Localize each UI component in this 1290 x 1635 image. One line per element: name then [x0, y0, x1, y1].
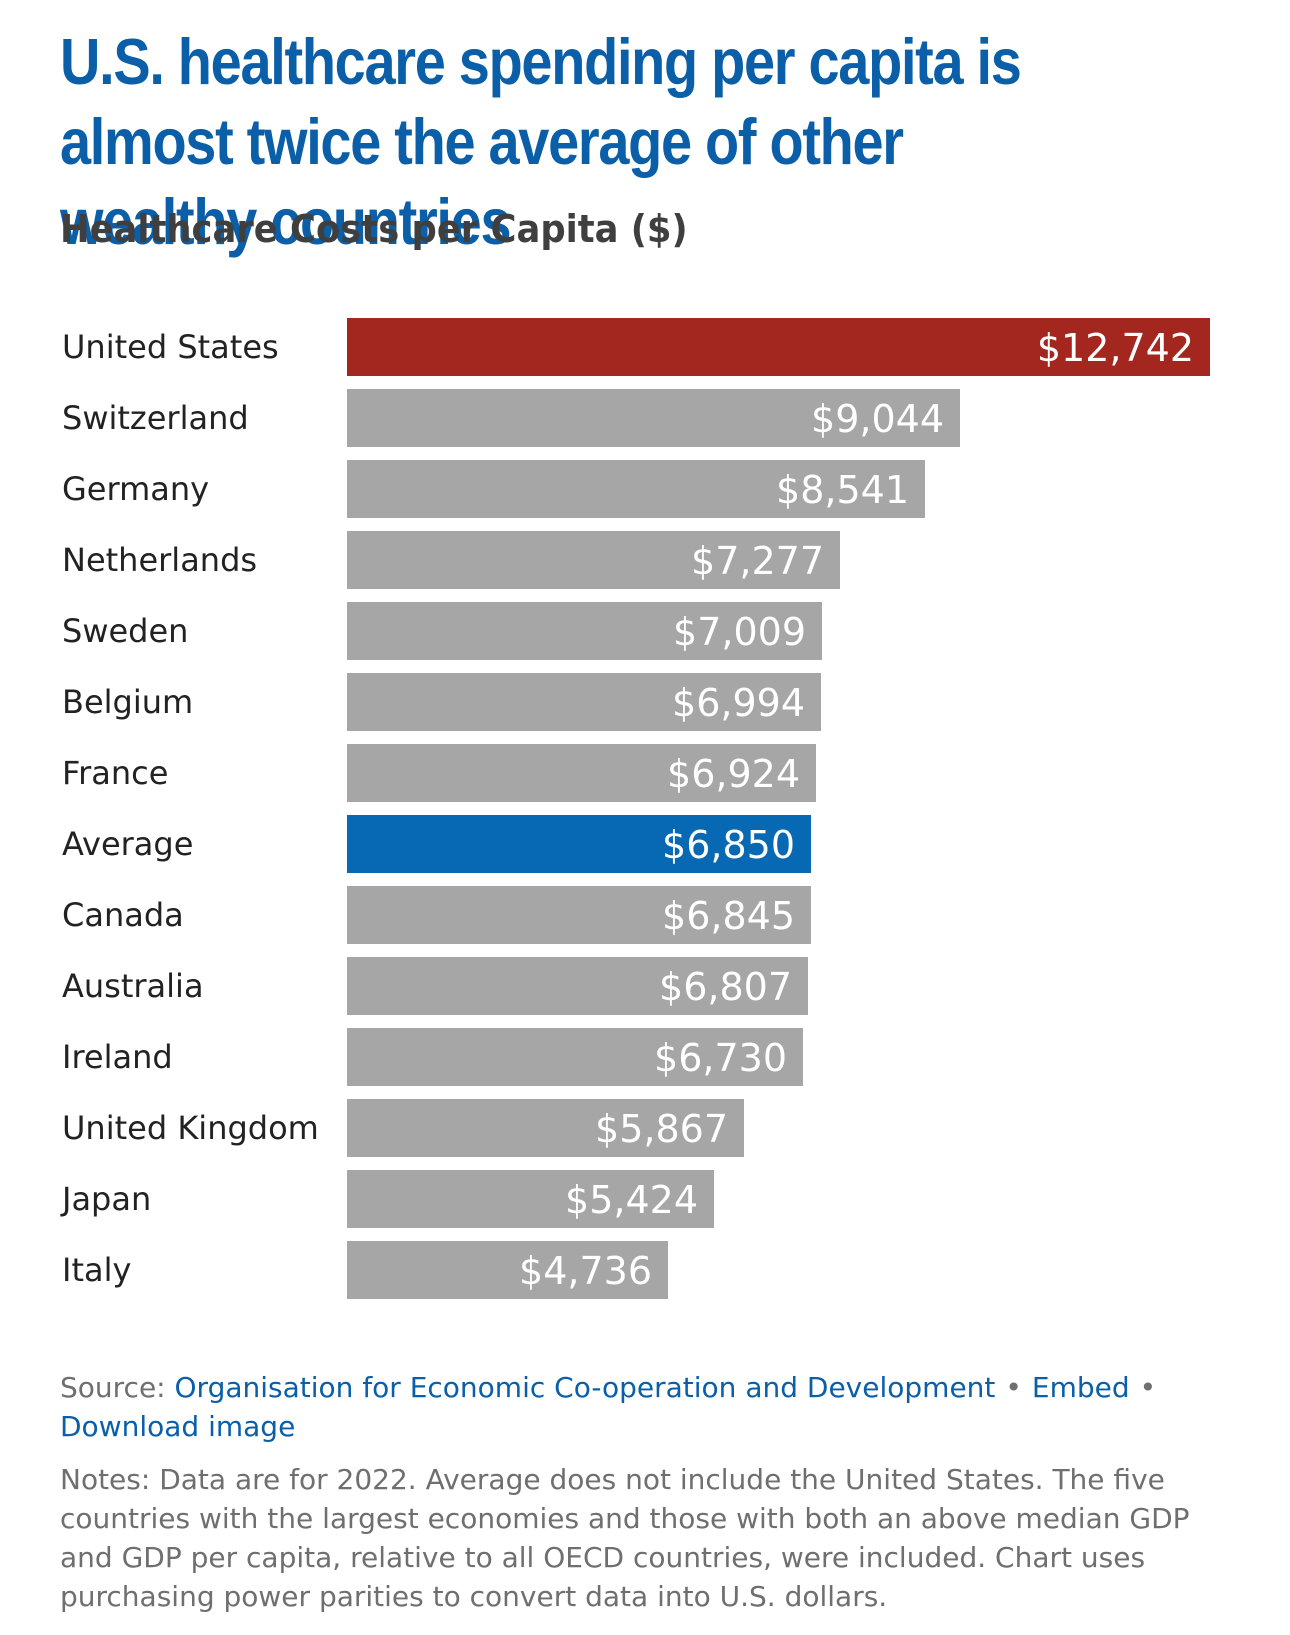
bar: $6,850: [347, 815, 811, 873]
bar-value-label: $6,850: [662, 823, 795, 867]
bar-value-label: $7,009: [673, 610, 806, 654]
bar-value-label: $5,867: [595, 1107, 728, 1151]
embed-link[interactable]: Embed: [1031, 1371, 1130, 1404]
bar: $6,994: [347, 673, 821, 731]
separator-bullet: •: [1139, 1371, 1157, 1404]
source-line: Source: Organisation for Economic Co-ope…: [60, 1368, 1240, 1446]
bar: $5,867: [347, 1099, 744, 1157]
bar-value-label: $9,044: [811, 397, 944, 441]
bar: $6,807: [347, 957, 808, 1015]
category-label: Belgium: [62, 683, 194, 721]
category-label: Average: [62, 825, 194, 863]
bar: $5,424: [347, 1170, 714, 1228]
bar-value-label: $4,736: [519, 1249, 652, 1293]
category-label: Sweden: [62, 612, 189, 650]
category-label: United States: [62, 328, 279, 366]
category-label: Ireland: [62, 1038, 173, 1076]
chart-headline: U.S. healthcare spending per capita is a…: [60, 25, 1022, 258]
bar-value-label: $6,730: [654, 1036, 787, 1080]
chart-notes: Notes: Data are for 2022. Average does n…: [60, 1463, 1190, 1613]
bar: $12,742: [347, 318, 1210, 376]
bar: $7,009: [347, 602, 822, 660]
category-label: Japan: [62, 1180, 152, 1218]
bar-value-label: $5,424: [565, 1178, 698, 1222]
bar-value-label: $12,742: [1036, 326, 1194, 370]
bar-value-label: $8,541: [776, 468, 909, 512]
bar-value-label: $6,924: [667, 752, 800, 796]
category-label: Canada: [62, 896, 184, 934]
source-link[interactable]: Organisation for Economic Co-operation a…: [174, 1371, 996, 1404]
category-label: France: [62, 754, 169, 792]
chart-title: Healthcare Costs per Capita ($): [60, 207, 688, 251]
download-image-link[interactable]: Download image: [60, 1410, 296, 1443]
bar: $4,736: [347, 1241, 668, 1299]
chart-footer: Source: Organisation for Economic Co-ope…: [60, 1368, 1240, 1616]
bar: $6,924: [347, 744, 816, 802]
category-label: Australia: [62, 967, 204, 1005]
category-label: United Kingdom: [62, 1109, 319, 1147]
category-label: Italy: [62, 1251, 132, 1289]
bar-chart: United States $12,742 Switzerland $9,044 Ger…: [62, 318, 1210, 1299]
bar-value-label: $6,994: [672, 681, 805, 725]
bar: $8,541: [347, 460, 925, 518]
bar: $7,277: [347, 531, 840, 589]
bar-value-label: $6,845: [662, 894, 795, 938]
category-label: Germany: [62, 470, 210, 508]
category-label: Netherlands: [62, 541, 258, 579]
category-label: Switzerland: [62, 399, 249, 437]
bar: $9,044: [347, 389, 960, 447]
bar-value-label: $7,277: [691, 539, 824, 583]
separator-bullet: •: [1005, 1371, 1022, 1404]
bar: $6,845: [347, 886, 811, 944]
bar: $6,730: [347, 1028, 803, 1086]
bar-value-label: $6,807: [659, 965, 792, 1009]
source-label: Source:: [60, 1371, 166, 1404]
